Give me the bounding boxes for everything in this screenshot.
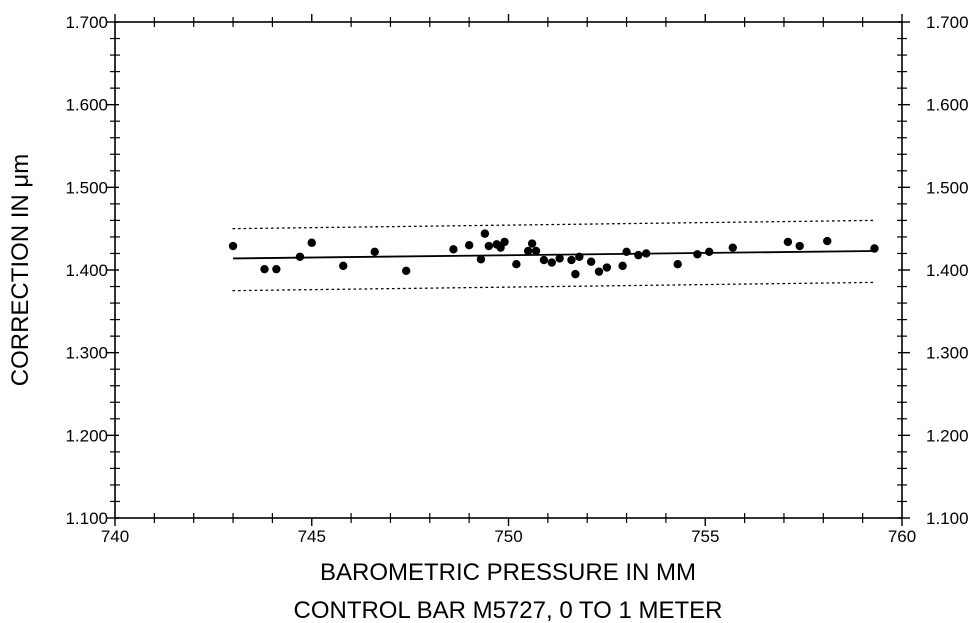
upper-band-line xyxy=(232,219,876,230)
data-point xyxy=(539,255,549,265)
data-point xyxy=(260,264,269,274)
x-axis-title: BAROMETRIC PRESSURE IN MM xyxy=(320,559,696,586)
y-tick-label-left: 1.700 xyxy=(65,13,108,32)
y-tick-label-left: 1.300 xyxy=(65,344,108,363)
data-point xyxy=(594,267,604,276)
data-point xyxy=(307,238,316,247)
data-point xyxy=(618,261,627,271)
data-point xyxy=(728,243,737,252)
data-point xyxy=(823,236,832,246)
y-tick-label-left: 1.100 xyxy=(65,509,108,528)
lower-band-line xyxy=(232,281,876,292)
data-point xyxy=(567,255,576,265)
data-point xyxy=(547,258,556,267)
data-point xyxy=(272,264,281,274)
data-point xyxy=(586,257,596,266)
data-point xyxy=(571,269,580,279)
plot-frame xyxy=(114,21,903,519)
y-tick-label-left: 1.500 xyxy=(65,178,108,197)
x-tick-label: 750 xyxy=(494,527,522,546)
data-point xyxy=(634,250,643,260)
confidence-bands xyxy=(232,219,876,292)
data-point xyxy=(500,237,509,247)
data-point xyxy=(401,266,411,276)
data-point xyxy=(476,255,486,264)
data-point xyxy=(527,239,537,248)
data-point xyxy=(602,263,612,272)
y-tick-labels-right: 1.100 1.200 1.300 1.400 1.500 1.600 1.700 xyxy=(926,13,969,528)
x-tick-label: 760 xyxy=(888,527,916,546)
y-tick-label-right: 1.100 xyxy=(926,509,969,528)
y-tick-label-left: 1.400 xyxy=(65,261,108,280)
chart-caption: CONTROL BAR M5727, 0 TO 1 METER xyxy=(293,597,722,623)
data-point xyxy=(523,246,533,256)
x-tick-label: 740 xyxy=(101,527,129,546)
data-point xyxy=(295,252,305,261)
data-point xyxy=(783,237,793,247)
tick-marks xyxy=(107,14,910,526)
data-point xyxy=(228,241,238,251)
data-point xyxy=(339,261,348,271)
y-tick-label-left: 1.600 xyxy=(65,96,108,115)
y-tick-label-right: 1.200 xyxy=(926,426,969,445)
y-tick-label-right: 1.700 xyxy=(926,13,969,32)
data-point xyxy=(693,250,702,259)
data-point xyxy=(464,241,474,250)
fit-line-group xyxy=(233,250,875,260)
y-tick-label-right: 1.500 xyxy=(926,178,969,197)
data-point xyxy=(480,229,490,238)
data-point xyxy=(870,244,879,253)
x-tick-label: 745 xyxy=(298,527,326,546)
y-tick-label-right: 1.400 xyxy=(926,261,969,280)
x-tick-label: 755 xyxy=(691,527,719,546)
data-point xyxy=(673,260,682,269)
data-point xyxy=(795,241,804,251)
data-point xyxy=(449,245,458,254)
y-axis-title: CORRECTION IN μm xyxy=(7,154,34,387)
y-tick-label-right: 1.600 xyxy=(926,96,969,115)
data-point xyxy=(555,254,564,263)
data-point xyxy=(622,247,631,257)
data-point xyxy=(370,247,379,257)
y-tick-labels-left: 1.100 1.200 1.300 1.400 1.500 1.600 1.700 xyxy=(65,13,108,528)
data-point xyxy=(484,241,494,251)
data-point xyxy=(704,247,714,257)
data-point xyxy=(512,260,521,269)
fit-line xyxy=(233,250,875,260)
y-tick-label-left: 1.200 xyxy=(65,426,108,445)
data-point xyxy=(531,246,541,256)
data-points xyxy=(228,229,879,279)
data-point xyxy=(642,249,651,258)
data-point xyxy=(575,252,584,261)
x-tick-labels: 740 745 750 755 760 xyxy=(101,527,916,546)
y-tick-label-right: 1.300 xyxy=(926,344,969,363)
